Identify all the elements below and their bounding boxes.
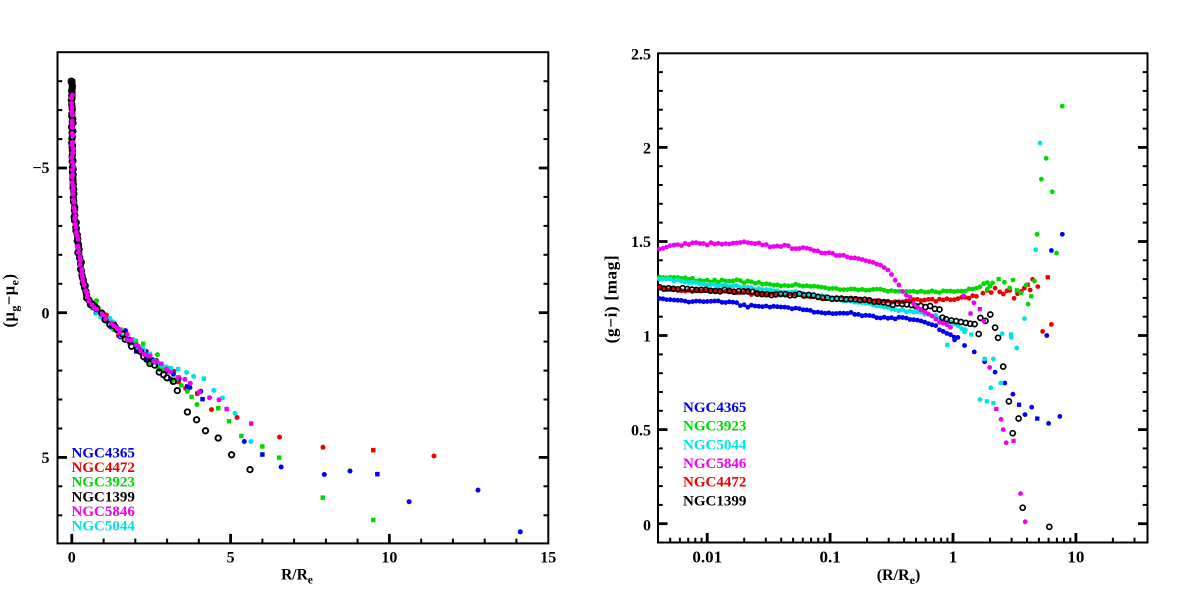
svg-text:1: 1 bbox=[949, 548, 958, 567]
svg-text:NGC1399: NGC1399 bbox=[72, 489, 135, 505]
svg-text:0.01: 0.01 bbox=[692, 548, 722, 567]
svg-text:NGC4365: NGC4365 bbox=[683, 400, 746, 416]
svg-text:R/Re: R/Re bbox=[281, 567, 313, 587]
svg-text:1.5: 1.5 bbox=[631, 234, 651, 251]
svg-text:NGC3923: NGC3923 bbox=[72, 475, 135, 491]
svg-text:2.5: 2.5 bbox=[631, 47, 651, 64]
svg-text:NGC3923: NGC3923 bbox=[683, 419, 746, 435]
svg-text:(μg−μe): (μg−μe) bbox=[0, 274, 22, 328]
svg-text:0.5: 0.5 bbox=[631, 422, 651, 439]
svg-text:15: 15 bbox=[540, 550, 556, 567]
svg-text:1: 1 bbox=[643, 328, 651, 345]
svg-text:5: 5 bbox=[42, 450, 50, 467]
svg-text:(R/Re): (R/Re) bbox=[877, 567, 921, 587]
svg-text:NGC4472: NGC4472 bbox=[72, 460, 135, 476]
svg-text:NGC5044: NGC5044 bbox=[683, 437, 747, 453]
svg-text:(g−i) [mag]: (g−i) [mag] bbox=[602, 255, 621, 344]
svg-text:NGC5044: NGC5044 bbox=[72, 518, 136, 534]
svg-text:NGC1399: NGC1399 bbox=[683, 493, 746, 509]
svg-text:0: 0 bbox=[68, 550, 76, 567]
svg-text:10: 10 bbox=[1067, 548, 1084, 567]
svg-text:NGC4472: NGC4472 bbox=[683, 475, 746, 491]
svg-text:NGC5846: NGC5846 bbox=[72, 504, 136, 520]
svg-text:0.1: 0.1 bbox=[819, 548, 840, 567]
svg-text:10: 10 bbox=[381, 550, 397, 567]
svg-text:2: 2 bbox=[643, 140, 651, 157]
svg-text:−5: −5 bbox=[32, 160, 49, 177]
svg-text:5: 5 bbox=[227, 550, 235, 567]
svg-text:NGC4365: NGC4365 bbox=[72, 446, 135, 462]
svg-text:0: 0 bbox=[42, 305, 50, 322]
svg-text:NGC5846: NGC5846 bbox=[683, 456, 747, 472]
svg-text:0: 0 bbox=[643, 517, 651, 534]
